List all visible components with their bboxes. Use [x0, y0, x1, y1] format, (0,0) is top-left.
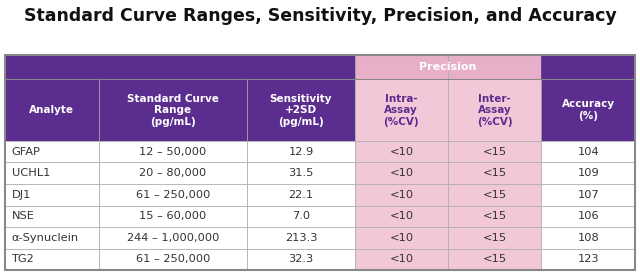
Bar [541, 55, 635, 79]
Text: 106: 106 [577, 211, 599, 221]
Bar [541, 162, 635, 184]
Text: TG2: TG2 [12, 254, 35, 265]
Bar [247, 79, 355, 141]
Text: Analyte: Analyte [29, 105, 74, 115]
Text: 32.3: 32.3 [289, 254, 314, 265]
Bar [448, 227, 541, 249]
Bar [5, 79, 99, 141]
Bar [5, 141, 99, 162]
Text: Sensitivity
+2SD
(pg/mL): Sensitivity +2SD (pg/mL) [269, 94, 332, 127]
Bar [99, 141, 247, 162]
Text: Intra-
Assay
(%CV): Intra- Assay (%CV) [383, 94, 419, 127]
Bar [541, 79, 635, 141]
Bar [355, 162, 448, 184]
Bar [247, 55, 355, 79]
Bar [99, 206, 247, 227]
Bar [355, 249, 448, 270]
Text: 61 – 250,000: 61 – 250,000 [136, 254, 210, 265]
Text: <10: <10 [389, 211, 413, 221]
Bar [448, 184, 541, 206]
Bar [5, 227, 99, 249]
Text: 104: 104 [577, 147, 599, 157]
Bar [355, 206, 448, 227]
Text: <15: <15 [483, 168, 507, 178]
Bar [448, 79, 541, 141]
Bar [448, 162, 541, 184]
Bar [5, 249, 99, 270]
Text: <15: <15 [483, 190, 507, 200]
Text: Inter-
Assay
(%CV): Inter- Assay (%CV) [477, 94, 513, 127]
Bar [247, 184, 355, 206]
Text: <10: <10 [389, 147, 413, 157]
Text: <10: <10 [389, 233, 413, 243]
Bar [448, 249, 541, 270]
Text: 244 – 1,000,000: 244 – 1,000,000 [127, 233, 219, 243]
Text: 108: 108 [577, 233, 599, 243]
Text: DJ1: DJ1 [12, 190, 31, 200]
Bar [355, 55, 448, 79]
Text: 12.9: 12.9 [289, 147, 314, 157]
Bar [247, 249, 355, 270]
Bar [541, 249, 635, 270]
Text: UCHL1: UCHL1 [12, 168, 50, 178]
Bar [99, 79, 247, 141]
Bar [355, 184, 448, 206]
Bar [247, 206, 355, 227]
Bar [5, 206, 99, 227]
Bar [5, 184, 99, 206]
Bar [541, 227, 635, 249]
Text: Precision: Precision [419, 62, 477, 72]
Text: 213.3: 213.3 [285, 233, 317, 243]
Bar [247, 227, 355, 249]
Bar [99, 162, 247, 184]
Bar [99, 249, 247, 270]
Text: <10: <10 [389, 168, 413, 178]
Text: <15: <15 [483, 211, 507, 221]
Text: <15: <15 [483, 147, 507, 157]
Text: 20 – 80,000: 20 – 80,000 [140, 168, 207, 178]
Text: GFAP: GFAP [12, 147, 40, 157]
Bar [355, 141, 448, 162]
Bar [448, 206, 541, 227]
Text: <15: <15 [483, 254, 507, 265]
Bar [355, 79, 448, 141]
Text: <10: <10 [389, 190, 413, 200]
Text: 7.0: 7.0 [292, 211, 310, 221]
Bar [448, 55, 541, 79]
Bar [99, 227, 247, 249]
Bar [541, 184, 635, 206]
Text: 22.1: 22.1 [289, 190, 314, 200]
Bar [247, 141, 355, 162]
Text: 123: 123 [577, 254, 599, 265]
Text: NSE: NSE [12, 211, 35, 221]
Text: 12 – 50,000: 12 – 50,000 [140, 147, 207, 157]
Text: 15 – 60,000: 15 – 60,000 [140, 211, 207, 221]
Text: Accuracy
(%): Accuracy (%) [562, 99, 615, 121]
Bar [5, 55, 99, 79]
Text: Standard Curve Ranges, Sensitivity, Precision, and Accuracy: Standard Curve Ranges, Sensitivity, Prec… [24, 7, 616, 25]
Bar [5, 162, 99, 184]
Bar [247, 162, 355, 184]
Text: <10: <10 [389, 254, 413, 265]
Text: 107: 107 [577, 190, 599, 200]
Text: 61 – 250,000: 61 – 250,000 [136, 190, 210, 200]
Bar [448, 141, 541, 162]
Bar [5, 55, 635, 270]
Bar [541, 141, 635, 162]
Text: <15: <15 [483, 233, 507, 243]
Text: α-Synuclein: α-Synuclein [12, 233, 79, 243]
Text: Standard Curve
Range
(pg/mL): Standard Curve Range (pg/mL) [127, 94, 219, 127]
Bar [99, 55, 247, 79]
Text: 31.5: 31.5 [288, 168, 314, 178]
Bar [99, 184, 247, 206]
Bar [541, 206, 635, 227]
Bar [355, 227, 448, 249]
Text: 109: 109 [577, 168, 599, 178]
